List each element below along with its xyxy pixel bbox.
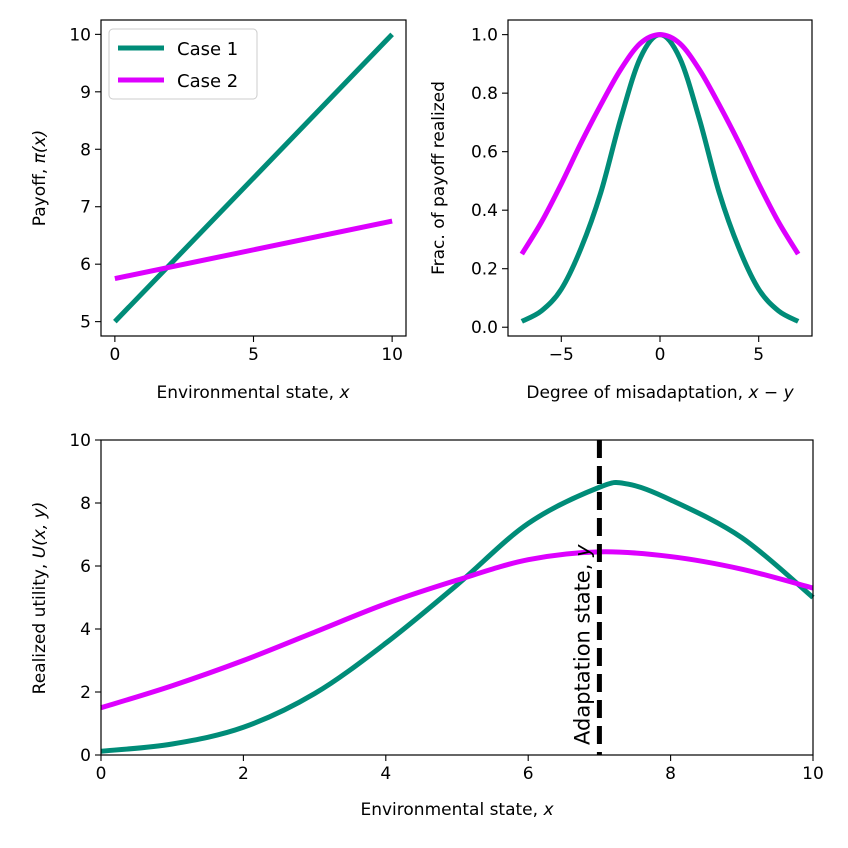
fraction-xlabel: Degree of misadaptation, x − y <box>526 383 794 403</box>
fraction-ytick-label: 0.0 <box>471 318 498 338</box>
utility-xtick-label: 2 <box>238 764 249 784</box>
fraction-ylabel: Frac. of payoff realized <box>429 81 449 275</box>
payoff-ytick-label: 8 <box>80 140 91 160</box>
utility-panel: Adaptation state, y 0 2 4 6 8 10 0 2 4 6 8 10 Envir… <box>30 431 824 820</box>
payoff-ytick-label: 10 <box>69 25 91 45</box>
utility-xtick-label: 10 <box>802 764 824 784</box>
fraction-xtick-label: 5 <box>753 345 764 365</box>
payoff-ytick-label: 6 <box>80 255 91 275</box>
fraction-ytick-label: 0.8 <box>471 84 498 104</box>
utility-ticks: 0 2 4 6 8 10 0 2 4 6 8 10 <box>69 431 823 784</box>
utility-xlabel: Environmental state, x <box>360 800 554 820</box>
fraction-axes-frame <box>507 19 813 337</box>
legend-label-case-1: Case 1 <box>177 39 238 60</box>
payoff-series-case-2 <box>114 218 393 281</box>
utility-xtick-label: 6 <box>523 764 534 784</box>
utility-ytick-label: 2 <box>80 683 91 703</box>
utility-xtick-label: 0 <box>96 764 107 784</box>
payoff-xlabel: Environmental state, x <box>156 383 350 403</box>
payoff-series-case-1 <box>113 32 394 324</box>
utility-ytick-label: 0 <box>80 746 91 766</box>
payoff-ylabel: Payoff, π(x) <box>30 130 50 226</box>
utility-series <box>100 479 815 754</box>
fraction-ytick-label: 0.6 <box>471 143 498 163</box>
payoff-series <box>113 32 394 324</box>
utility-xtick-label: 8 <box>665 764 676 784</box>
utility-ytick-label: 6 <box>80 557 91 577</box>
utility-xtick-label: 4 <box>380 764 391 784</box>
adaptation-state-label: Adaptation state, y <box>570 544 594 745</box>
fraction-xtick-label: 0 <box>655 345 666 365</box>
fraction-ytick-label: 0.2 <box>471 260 498 280</box>
fraction-xtick-label: −5 <box>549 345 574 365</box>
payoff-xtick-label: 0 <box>109 345 120 365</box>
legend: Case 1 Case 2 <box>108 28 258 100</box>
fraction-series-case-2 <box>519 32 801 256</box>
payoff-ytick-label: 9 <box>80 83 91 103</box>
fraction-panel: −5 0 5 0.0 0.2 0.4 0.6 0.8 1.0 Degree of misadap… <box>429 19 813 403</box>
utility-ylabel: Realized utility, U(x, y) <box>30 502 50 695</box>
utility-series-case-1 <box>100 479 815 754</box>
payoff-ytick-label: 7 <box>80 198 91 218</box>
utility-ytick-label: 8 <box>80 494 91 514</box>
payoff-xtick-label: 10 <box>381 345 403 365</box>
payoff-ytick-label: 5 <box>80 313 91 333</box>
fraction-ytick-label: 1.0 <box>471 26 498 46</box>
payoff-xtick-label: 5 <box>248 345 259 365</box>
legend-label-case-2: Case 2 <box>177 71 238 92</box>
fraction-ytick-label: 0.4 <box>471 201 498 221</box>
utility-ytick-label: 4 <box>80 620 91 640</box>
fraction-ticks: −5 0 5 0.0 0.2 0.4 0.6 0.8 1.0 <box>471 26 764 365</box>
utility-series-case-2 <box>100 549 814 711</box>
utility-ytick-label: 10 <box>69 431 91 451</box>
utility-axes-frame <box>100 439 814 756</box>
fraction-series <box>519 32 801 324</box>
